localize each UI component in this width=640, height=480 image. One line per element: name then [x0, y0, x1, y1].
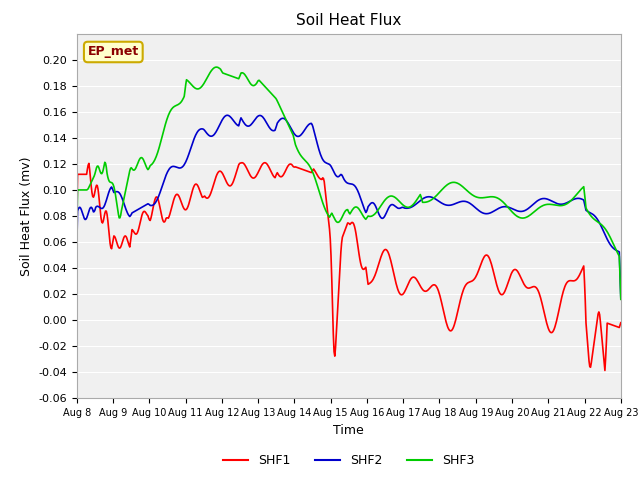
X-axis label: Time: Time	[333, 424, 364, 437]
Legend: SHF1, SHF2, SHF3: SHF1, SHF2, SHF3	[218, 449, 480, 472]
Text: EP_met: EP_met	[88, 46, 139, 59]
Title: Soil Heat Flux: Soil Heat Flux	[296, 13, 401, 28]
Y-axis label: Soil Heat Flux (mv): Soil Heat Flux (mv)	[20, 156, 33, 276]
